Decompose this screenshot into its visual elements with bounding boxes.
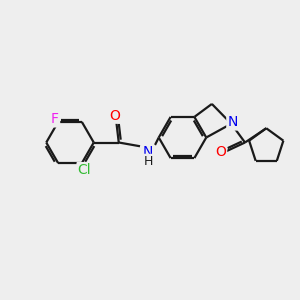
Text: O: O	[110, 109, 120, 123]
Text: O: O	[215, 146, 226, 160]
Text: F: F	[51, 112, 59, 126]
Text: Cl: Cl	[78, 163, 91, 177]
Text: H: H	[143, 155, 153, 168]
Text: N: N	[227, 116, 238, 130]
Text: N: N	[143, 145, 153, 159]
